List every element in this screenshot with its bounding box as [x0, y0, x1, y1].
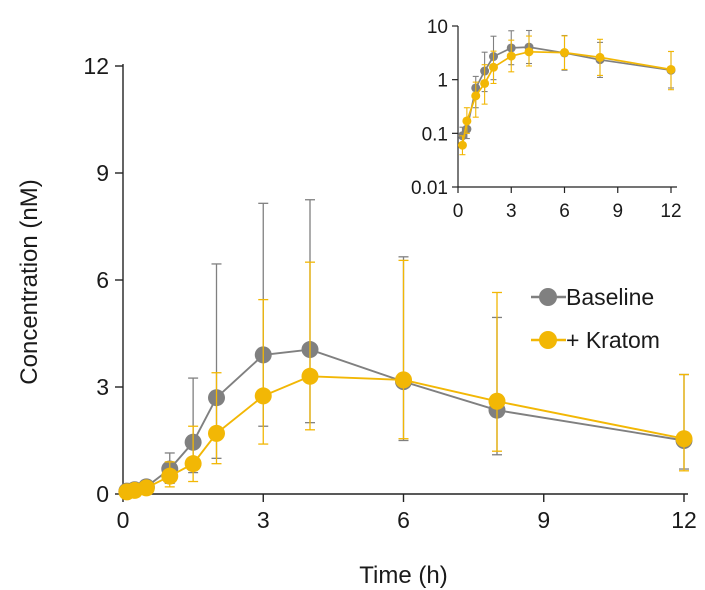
data-point-kratom [161, 467, 179, 485]
data-point-kratom [675, 430, 693, 448]
inset-data-point-kratom [462, 116, 472, 126]
x-tick-label: 9 [537, 507, 550, 533]
y-tick-label: 12 [83, 53, 109, 79]
y-axis-title: Concentration (nM) [16, 179, 43, 384]
inset-data-point-kratom [506, 51, 516, 61]
inset-y-tick-label: 0.01 [411, 178, 448, 199]
x-tick-label: 0 [117, 507, 130, 533]
data-point-kratom [184, 455, 202, 473]
x-tick-label: 3 [257, 507, 270, 533]
inset-x-tick-label: 12 [660, 201, 681, 222]
y-tick-label: 0 [96, 481, 109, 507]
data-point-kratom [137, 479, 155, 497]
y-tick-label: 6 [96, 267, 109, 293]
data-point-kratom [488, 392, 506, 410]
inset-y-tick-label: 10 [427, 17, 448, 38]
y-tick-label: 3 [96, 374, 109, 400]
y-tick-label: 9 [96, 160, 109, 186]
inset-series-line-kratom [461, 50, 672, 146]
data-point-kratom [395, 371, 412, 389]
inset-data-point-kratom [489, 62, 498, 72]
inset-x-tick-label: 0 [453, 201, 464, 222]
series-line-baseline [126, 348, 685, 493]
legend-label: + Kratom [566, 327, 660, 353]
data-point-kratom [301, 367, 319, 385]
data-point-kratom [208, 424, 225, 442]
inset-y-tick-label: 0.1 [422, 124, 448, 145]
inset-y-tick-label: 1 [437, 71, 448, 92]
legend-label: Baseline [566, 284, 654, 310]
legend-marker [539, 331, 557, 349]
inset-data-point-kratom [457, 140, 467, 150]
inset-x-tick-label: 3 [506, 201, 517, 222]
inset-data-point-kratom [666, 64, 676, 74]
x-tick-label: 6 [397, 507, 410, 533]
x-tick-label: 12 [671, 507, 697, 533]
legend-marker [539, 288, 557, 306]
x-axis-title: Time (h) [359, 562, 447, 589]
inset-data-point-kratom [524, 47, 534, 57]
inset-x-tick-label: 6 [559, 201, 570, 222]
inset-data-point-kratom [480, 78, 490, 88]
inset-data-point-kratom [471, 91, 481, 101]
data-point-kratom [254, 387, 272, 405]
inset-data-point-kratom [595, 52, 605, 62]
inset-data-point-kratom [560, 48, 569, 58]
inset-x-tick-label: 9 [612, 201, 623, 222]
